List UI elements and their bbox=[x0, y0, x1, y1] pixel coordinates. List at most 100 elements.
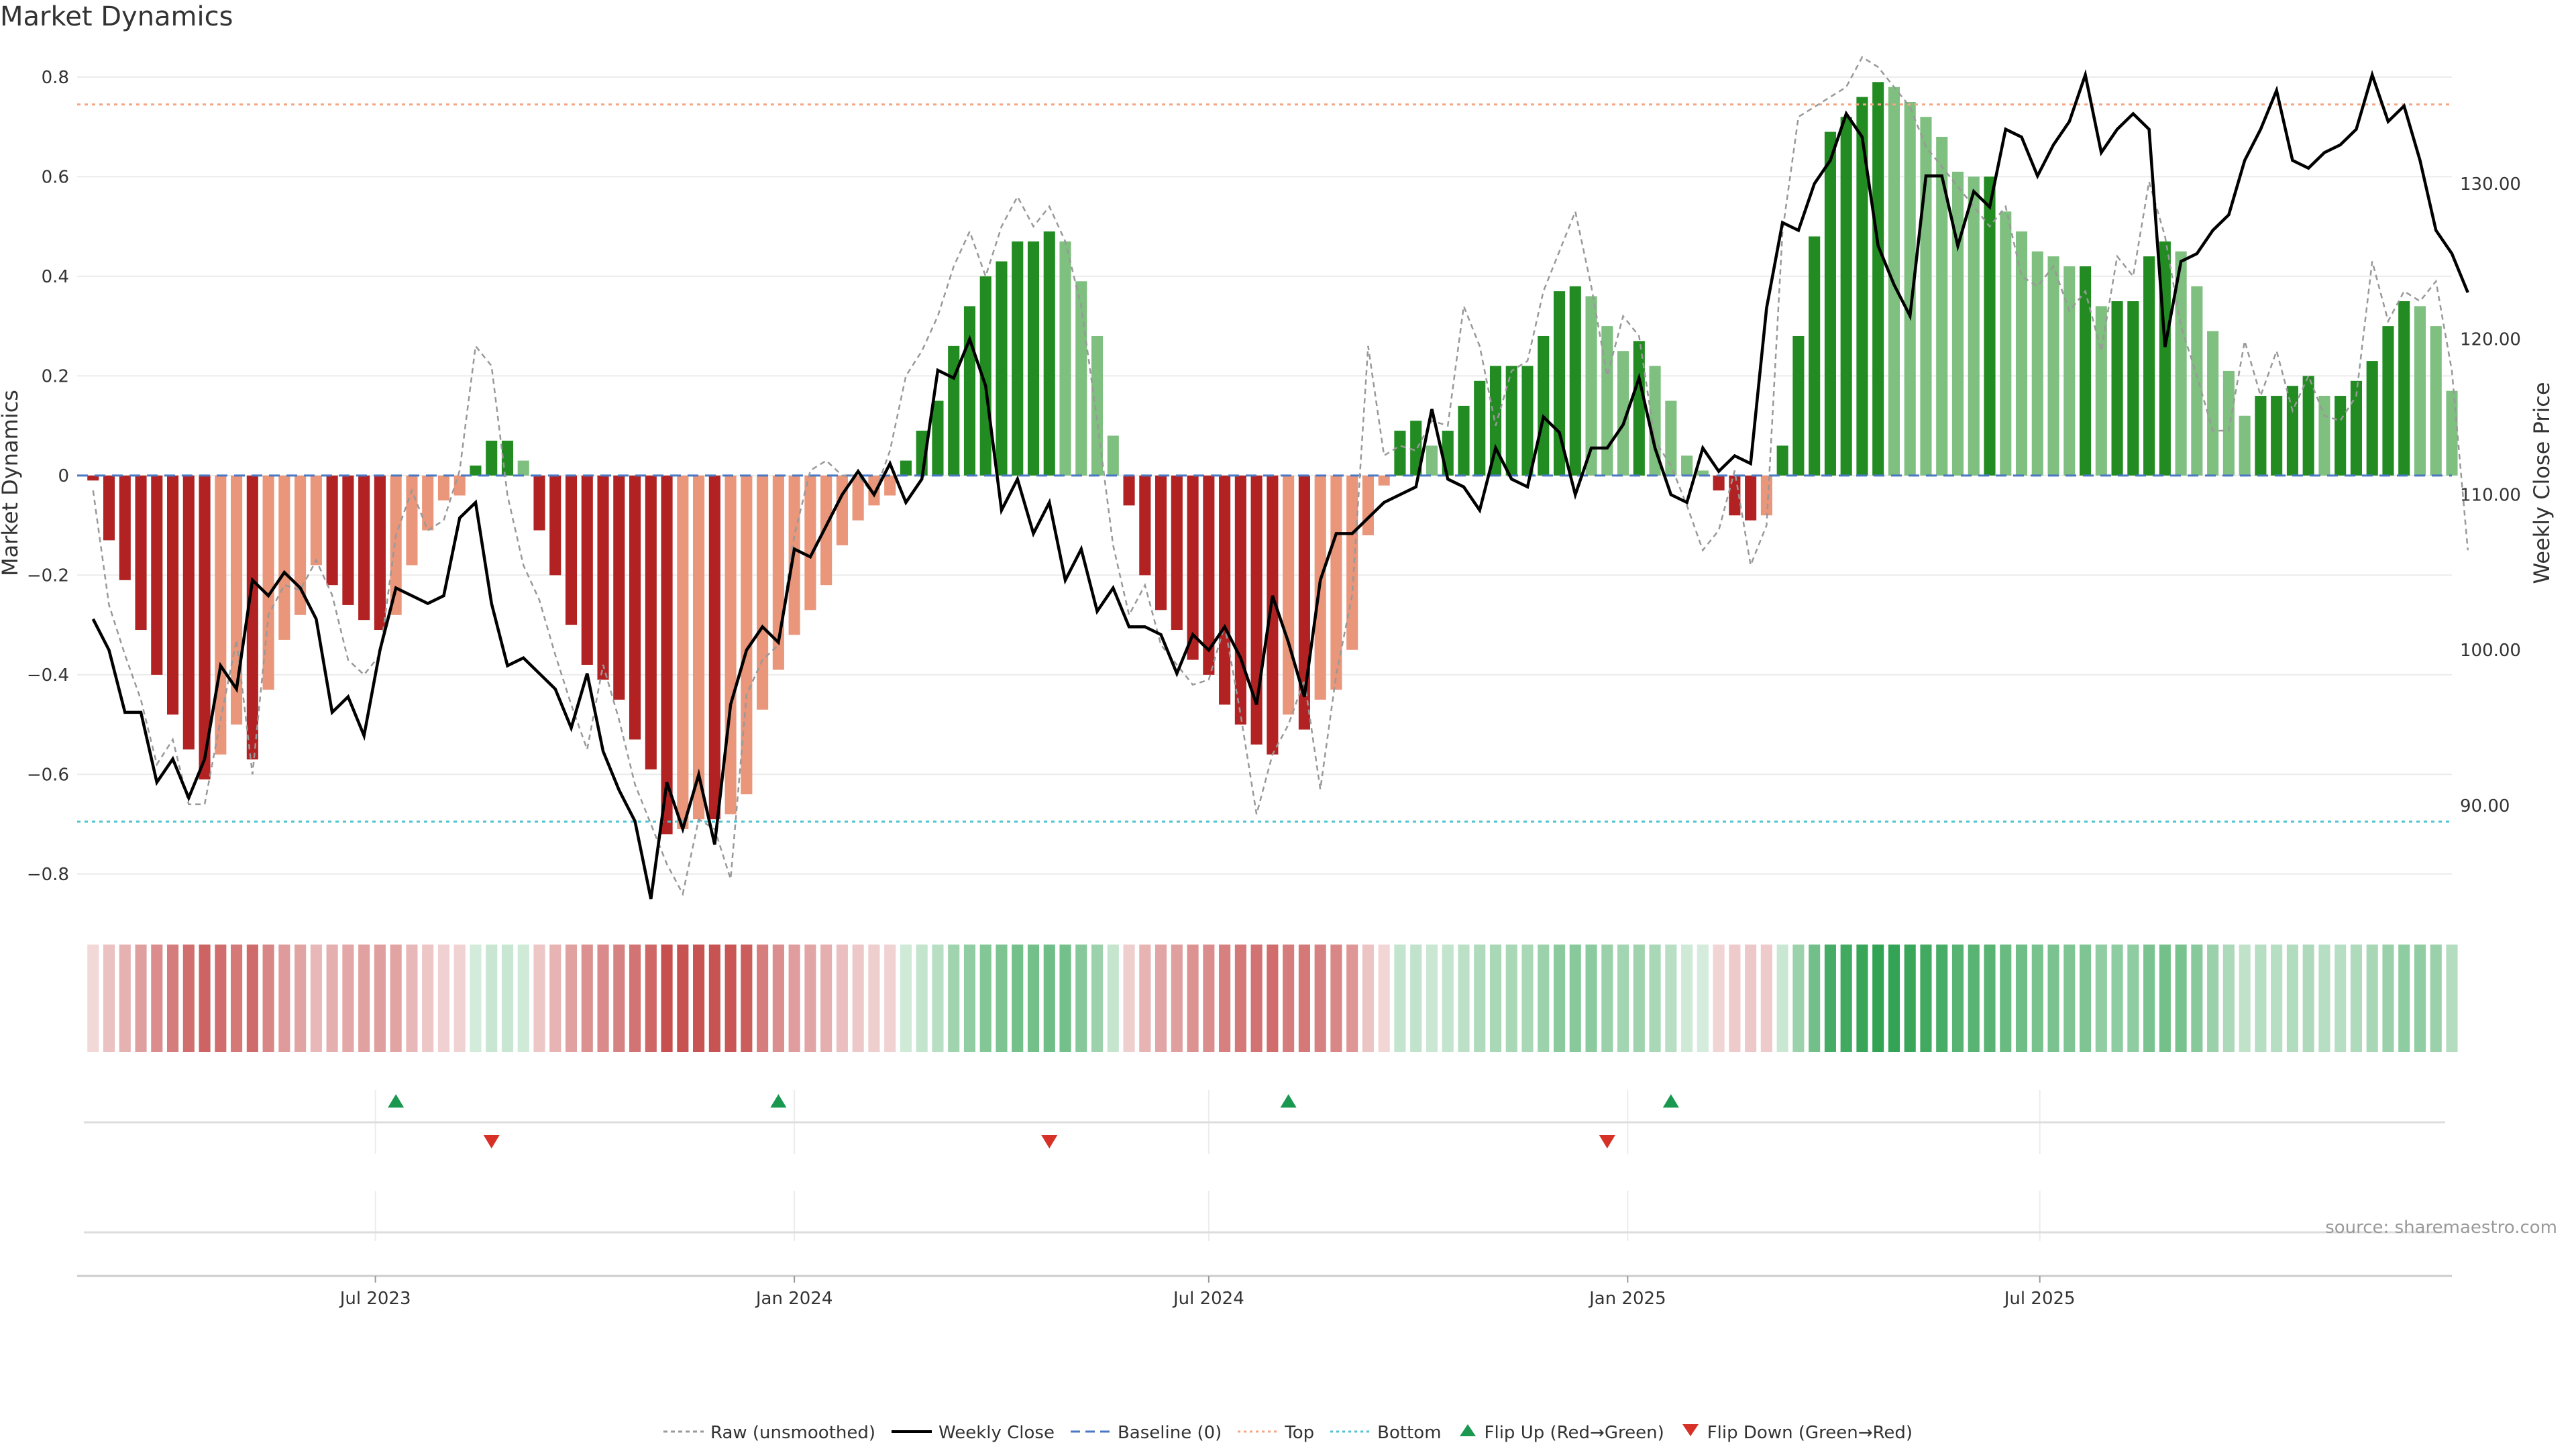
heatmap-cell bbox=[1840, 945, 1852, 1052]
dynamics-bar bbox=[278, 475, 290, 640]
legend-item: Top bbox=[1238, 1423, 1314, 1443]
heatmap-cell bbox=[2207, 945, 2219, 1052]
dynamics-bar bbox=[2031, 251, 2043, 476]
dynamics-bar bbox=[2430, 326, 2442, 476]
heatmap-cell bbox=[1250, 945, 1263, 1052]
dynamics-bar bbox=[2366, 361, 2378, 476]
legend: Raw (unsmoothed) Weekly Close Baseline (0)… bbox=[0, 1422, 2576, 1443]
heatmap-cell bbox=[437, 945, 449, 1052]
heatmap-cell bbox=[2382, 945, 2394, 1052]
heatmap-cell bbox=[724, 945, 737, 1052]
heatmap-cell bbox=[979, 945, 991, 1052]
heatmap-cell bbox=[1617, 945, 1629, 1052]
heatmap-cell bbox=[1936, 945, 1948, 1052]
heatmap-cell bbox=[1585, 945, 1597, 1052]
heatmap-cell bbox=[1569, 945, 1581, 1052]
heatmap-cell bbox=[565, 945, 578, 1052]
heatmap-cell bbox=[932, 945, 944, 1052]
heatmap-cell bbox=[374, 945, 386, 1052]
dynamics-bar bbox=[661, 475, 673, 835]
dynamics-bar bbox=[2271, 396, 2283, 476]
dynamics-bar bbox=[390, 475, 402, 615]
flip-up-marker bbox=[1280, 1094, 1297, 1108]
heatmap-cell bbox=[1633, 945, 1645, 1052]
dynamics-bar bbox=[804, 475, 816, 610]
heatmap-cell bbox=[1920, 945, 1932, 1052]
legend-swatch bbox=[892, 1423, 932, 1443]
heatmap-cell bbox=[2095, 945, 2107, 1052]
dynamics-bar bbox=[2015, 231, 2028, 476]
dynamics-bar bbox=[708, 475, 720, 820]
dynamics-bar bbox=[565, 475, 578, 625]
dynamics-bar bbox=[2255, 396, 2267, 476]
dynamics-bar bbox=[1633, 341, 1645, 476]
heatmap-cell bbox=[741, 945, 753, 1052]
heatmap-cell bbox=[1776, 945, 1788, 1052]
dynamics-bar bbox=[963, 306, 976, 476]
dynamics-bar bbox=[2350, 380, 2363, 476]
heatmap-cell bbox=[1809, 945, 1821, 1052]
heatmap-cell bbox=[87, 945, 99, 1052]
heatmap-cell bbox=[182, 945, 195, 1052]
heatmap-cell bbox=[422, 945, 434, 1052]
dynamics-bar bbox=[1059, 241, 1071, 476]
heatmap-cell bbox=[470, 945, 482, 1052]
dynamics-bar bbox=[820, 475, 833, 586]
dynamics-bar bbox=[1936, 136, 1948, 476]
dynamics-bar bbox=[2000, 211, 2012, 476]
legend-label: Baseline (0) bbox=[1117, 1423, 1222, 1443]
heatmap-cell bbox=[2271, 945, 2283, 1052]
dynamics-bar bbox=[166, 475, 179, 715]
heatmap-cell bbox=[2446, 945, 2458, 1052]
heatmap-cell bbox=[310, 945, 322, 1052]
dynamics-bar bbox=[1362, 475, 1374, 535]
dynamics-bar bbox=[437, 475, 449, 500]
heatmap-cell bbox=[1538, 945, 1550, 1052]
heatmap-cell bbox=[549, 945, 561, 1052]
heatmap-cell bbox=[1171, 945, 1183, 1052]
dynamics-bar bbox=[1697, 470, 1709, 476]
dynamics-bar bbox=[1489, 366, 1502, 476]
dynamics-bar bbox=[2063, 266, 2076, 476]
heatmap-cell bbox=[1681, 945, 1693, 1052]
x-tick-label: Jul 2025 bbox=[2003, 1289, 2076, 1309]
heatmap-cell bbox=[1362, 945, 1374, 1052]
heatmap-cell bbox=[1968, 945, 1980, 1052]
heatmap-cell bbox=[2015, 945, 2028, 1052]
dynamics-bar bbox=[836, 475, 848, 545]
dynamics-bar bbox=[1920, 117, 1932, 476]
heatmap-cell bbox=[1346, 945, 1358, 1052]
heatmap-cell bbox=[2255, 945, 2267, 1052]
heatmap-cell bbox=[1474, 945, 1486, 1052]
dynamics-bar bbox=[2414, 306, 2426, 476]
heatmap-cell bbox=[836, 945, 848, 1052]
dynamics-bar bbox=[1856, 97, 1868, 476]
flip-up-marker bbox=[770, 1094, 787, 1108]
heatmap-cell bbox=[916, 945, 928, 1052]
heatmap-cell bbox=[1075, 945, 1087, 1052]
legend-item: Flip Down (Green→Red) bbox=[1680, 1422, 1913, 1443]
y-tick-label-left: 0.2 bbox=[42, 366, 69, 386]
dynamics-bar bbox=[294, 475, 307, 615]
heatmap-cell bbox=[1059, 945, 1071, 1052]
y-tick-label-right: 120.00 bbox=[2460, 330, 2521, 350]
dynamics-bar bbox=[1713, 475, 1725, 491]
dynamics-bar bbox=[1394, 431, 1406, 476]
heatmap-cell bbox=[2080, 945, 2092, 1052]
dynamics-bar bbox=[741, 475, 753, 795]
dynamics-bar bbox=[1283, 475, 1295, 715]
heatmap-cell bbox=[1713, 945, 1725, 1052]
dynamics-bar bbox=[2175, 251, 2187, 476]
heatmap-cell bbox=[215, 945, 227, 1052]
dynamics-bar bbox=[1043, 231, 1055, 476]
heatmap-cell bbox=[708, 945, 720, 1052]
y-tick-label-right: 130.00 bbox=[2460, 174, 2521, 195]
heatmap-cell bbox=[1298, 945, 1310, 1052]
heatmap-cell bbox=[1442, 945, 1454, 1052]
heatmap-cell bbox=[1824, 945, 1836, 1052]
dynamics-bar bbox=[151, 475, 163, 675]
dynamics-bar bbox=[453, 475, 466, 496]
heatmap-cell bbox=[1521, 945, 1534, 1052]
heatmap-cell bbox=[453, 945, 466, 1052]
dynamics-bar bbox=[517, 460, 529, 476]
